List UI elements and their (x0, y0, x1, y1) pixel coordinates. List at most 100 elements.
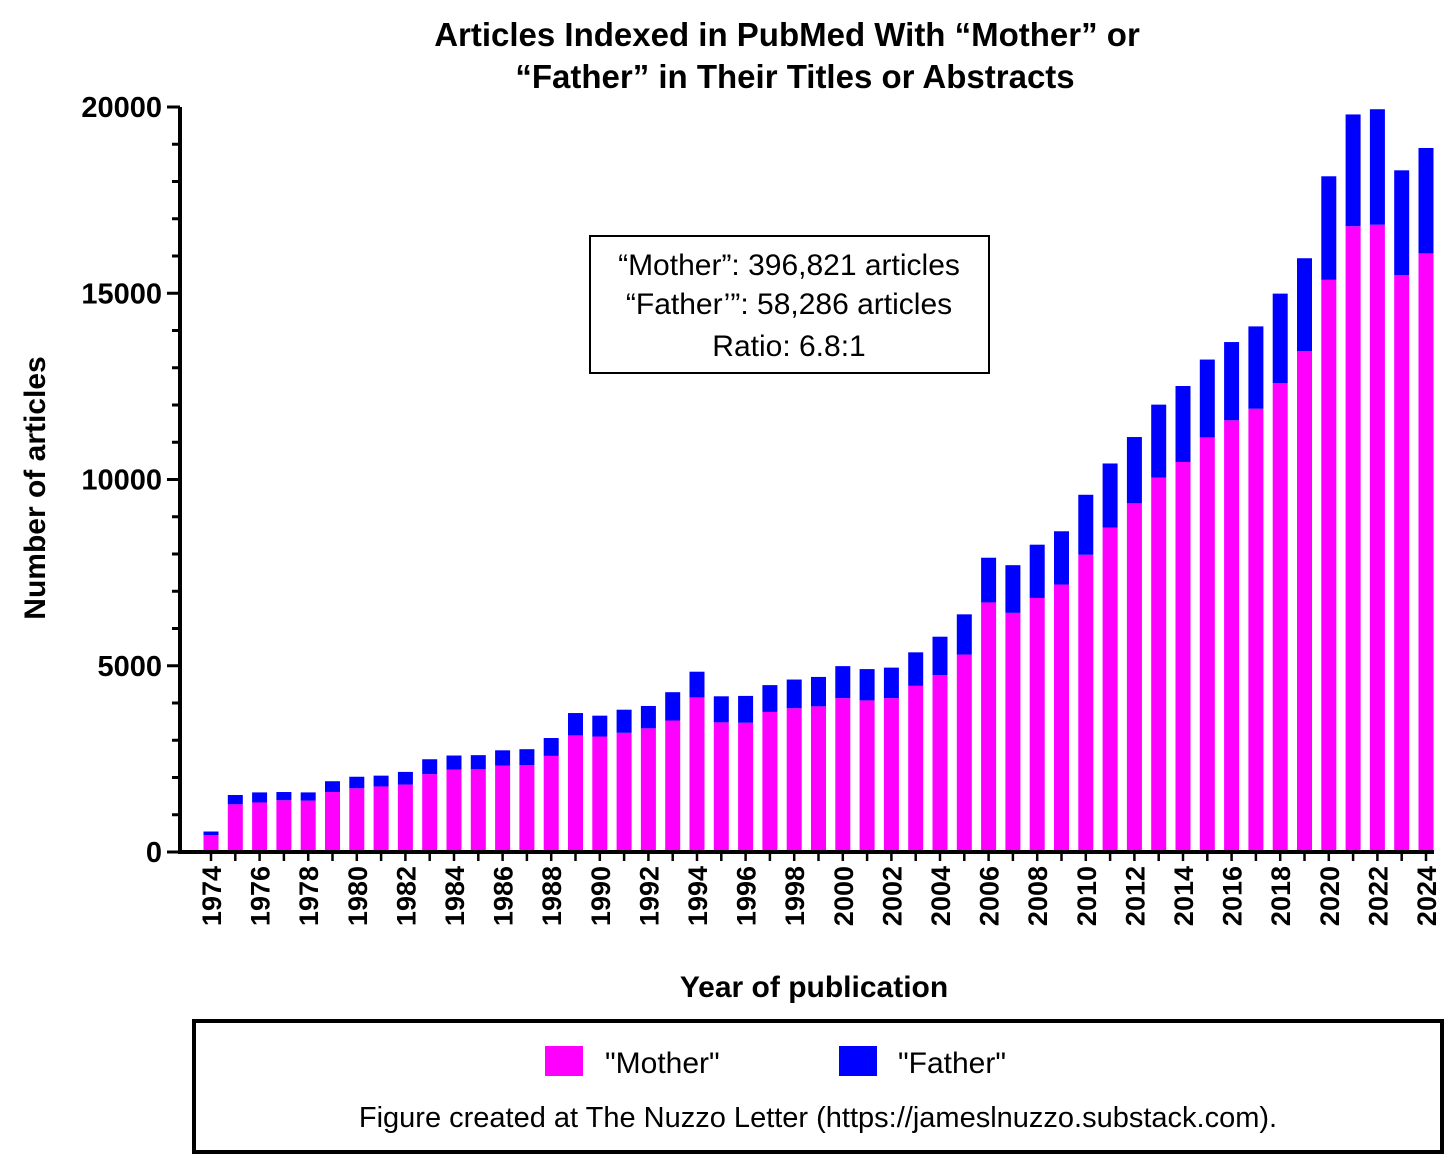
legend-swatch-mother (545, 1046, 583, 1076)
x-tick-label: 2002 (877, 866, 907, 926)
bar-father-2019 (1297, 258, 1312, 351)
bar-mother-2020 (1321, 279, 1337, 853)
x-tick-label: 1992 (634, 866, 664, 926)
bar-mother-1977 (276, 800, 292, 852)
bar-father-2013 (1151, 404, 1167, 478)
bar-father-2015 (1199, 359, 1215, 438)
bar-mother-2009 (1054, 584, 1069, 852)
bar-father-2010 (1078, 494, 1094, 555)
bar-father-2008 (1029, 544, 1045, 598)
bar-mother-1983 (422, 774, 438, 852)
bar-mother-1993 (665, 720, 681, 852)
x-tick-label: 2006 (975, 866, 1005, 926)
bar-mother-1987 (519, 765, 535, 852)
chart-title-line-1: Articles Indexed in PubMed With “Mother”… (434, 16, 1140, 53)
x-tick-label: 2004 (926, 866, 956, 926)
bar-mother-2006 (981, 602, 997, 852)
x-tick-label: 1978 (294, 866, 324, 926)
bar-mother-2017 (1248, 408, 1264, 852)
y-tick-label: 5000 (97, 651, 162, 683)
y-tick-label: 0 (146, 837, 162, 869)
bar-father-2014 (1175, 386, 1191, 462)
bar-mother-1996 (738, 722, 754, 852)
x-tick-label: 2016 (1218, 866, 1248, 926)
bar-mother-2012 (1126, 503, 1142, 852)
bar-mother-1988 (543, 755, 559, 852)
x-tick-label: 2000 (829, 866, 859, 926)
bar-father-2020 (1321, 176, 1337, 280)
bar-mother-2019 (1297, 350, 1312, 852)
bar-mother-1982 (397, 784, 413, 852)
bar-father-1984 (446, 755, 462, 770)
x-tick-label: 1982 (391, 866, 421, 926)
bar-father-2002 (883, 667, 899, 699)
bar-father-2022 (1369, 109, 1385, 225)
bar-father-1974 (203, 831, 219, 836)
annotation-father: “Father’”: 58,286 articles (626, 288, 952, 321)
bar-mother-1990 (592, 736, 608, 852)
x-tick-label: 1996 (732, 866, 762, 926)
bar-father-1996 (738, 695, 754, 723)
bar-father-2023 (1394, 170, 1410, 275)
bar-mother-2013 (1151, 477, 1167, 852)
bar-mother-2004 (932, 675, 948, 852)
bar-mother-1981 (373, 786, 389, 852)
bar-mother-2011 (1102, 527, 1118, 852)
annotation-box: “Mother”: 396,821 articles “Father’”: 58… (589, 235, 990, 374)
bar-mother-2008 (1029, 597, 1045, 852)
bar-group (203, 109, 1434, 853)
bar-father-1986 (495, 750, 511, 766)
y-tick-label: 20000 (81, 92, 162, 124)
bar-father-1987 (519, 749, 535, 766)
bar-father-2004 (932, 636, 948, 676)
bar-mother-1995 (713, 722, 729, 852)
legend-swatch-father (839, 1046, 877, 1076)
bar-mother-1979 (325, 792, 340, 852)
x-tick-label: 2020 (1315, 866, 1345, 926)
bar-mother-1997 (762, 711, 778, 852)
bar-father-1993 (665, 692, 681, 721)
y-tick-label: 15000 (81, 278, 162, 310)
bar-father-1979 (325, 781, 340, 793)
bar-father-2005 (956, 614, 972, 655)
annotation-ratio: Ratio: 6.8:1 (712, 330, 865, 363)
bar-father-1981 (373, 775, 389, 787)
x-tick-label: 1994 (683, 866, 713, 926)
bar-father-1988 (543, 738, 559, 756)
bar-mother-2024 (1418, 253, 1434, 852)
x-tick-label: 1986 (489, 866, 519, 926)
x-tick-label: 2024 (1412, 866, 1442, 926)
chart-title-line-2: “Father” in Their Titles or Abstracts (515, 58, 1074, 95)
bar-father-2011 (1102, 463, 1118, 528)
x-tick-label: 2012 (1120, 866, 1150, 926)
bar-father-1983 (422, 759, 438, 775)
bar-mother-1991 (616, 732, 632, 852)
bar-mother-1974 (203, 835, 219, 852)
bar-mother-2015 (1199, 437, 1215, 852)
bar-mother-1989 (568, 735, 583, 852)
bar-mother-1999 (811, 706, 826, 852)
bar-father-1985 (470, 755, 486, 770)
bar-father-1980 (349, 776, 365, 789)
bar-mother-2001 (859, 700, 875, 852)
bar-father-1975 (227, 795, 243, 805)
bar-father-1999 (811, 676, 826, 707)
x-tick-label: 1976 (246, 866, 276, 926)
bar-mother-2023 (1394, 274, 1410, 852)
y-axis-title: Number of articles (19, 356, 52, 619)
bar-mother-1978 (300, 800, 316, 852)
bar-mother-2018 (1272, 383, 1288, 852)
bar-father-2021 (1345, 114, 1361, 227)
bar-father-1992 (640, 705, 656, 729)
bar-father-1976 (252, 792, 268, 803)
x-tick-label: 1974 (197, 866, 227, 926)
bar-father-2009 (1054, 531, 1069, 585)
x-tick-label: 1990 (586, 866, 616, 926)
bar-father-1997 (762, 685, 778, 712)
bar-mother-2010 (1078, 554, 1094, 852)
bar-father-1994 (689, 671, 705, 698)
y-tick-label: 10000 (81, 465, 162, 497)
bar-father-2003 (908, 652, 924, 686)
bar-mother-1976 (252, 802, 268, 852)
x-tick-label: 2014 (1169, 866, 1199, 926)
